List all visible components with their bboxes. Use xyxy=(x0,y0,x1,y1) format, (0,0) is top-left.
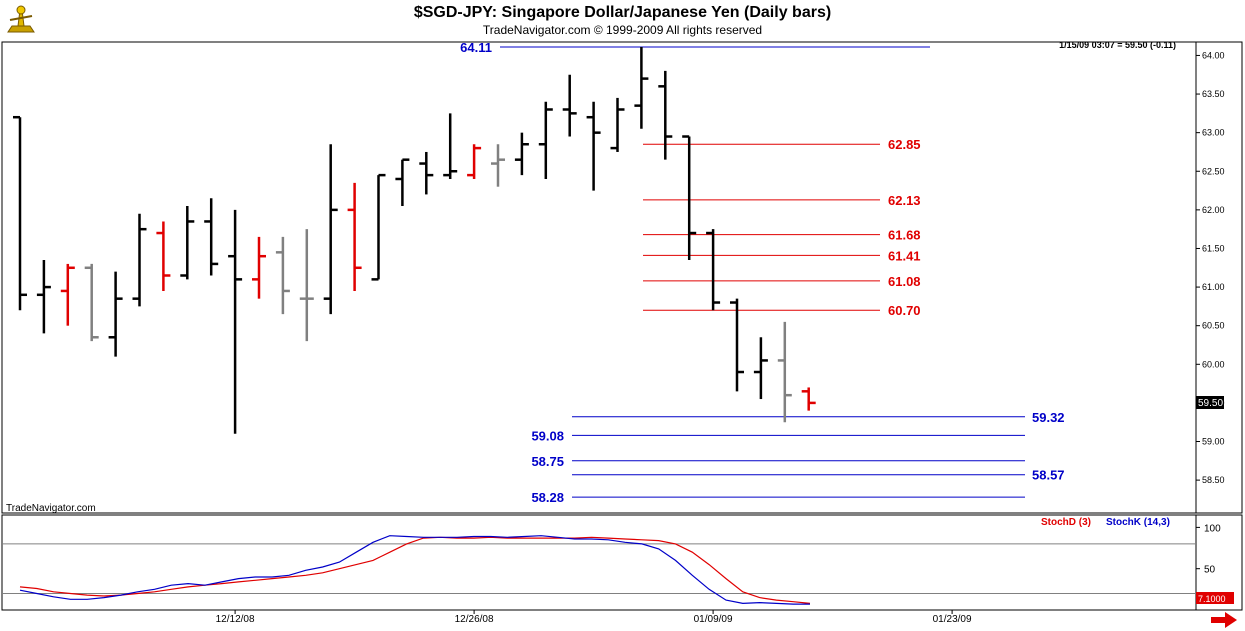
ohlc-bar xyxy=(514,132,529,176)
support-level-label: 58.28 xyxy=(531,490,564,505)
ohlc-bar xyxy=(467,144,482,179)
last-price-label: 59.50 xyxy=(1198,398,1223,409)
y-tick-label: 62.00 xyxy=(1202,205,1225,215)
support-level-label: 58.75 xyxy=(531,454,564,469)
y-tick-label: 61.00 xyxy=(1202,282,1225,292)
price-panel[interactable] xyxy=(1,41,1197,514)
y-tick-label: 64.00 xyxy=(1202,50,1225,60)
ohlc-bar xyxy=(538,101,553,179)
support-level-label: 59.32 xyxy=(1032,410,1065,425)
y-tick-label: 61.50 xyxy=(1202,243,1225,253)
ohlc-bar xyxy=(36,260,51,334)
y-tick-label: 60.50 xyxy=(1202,321,1225,331)
ohlc-bar xyxy=(371,173,386,281)
watermark-label: TradeNavigator.com xyxy=(6,503,96,514)
y-tick-label: 63.50 xyxy=(1202,89,1225,99)
ohlc-bar xyxy=(634,46,649,129)
last-price-box xyxy=(1196,396,1224,409)
ohlc-bar xyxy=(777,321,792,423)
ohlc-bar xyxy=(682,135,697,261)
stoch-series-line xyxy=(19,535,810,605)
stochastic-panel[interactable] xyxy=(1,514,1197,611)
x-tick-label: 12/12/08 xyxy=(216,614,255,625)
fib-level-label: 61.68 xyxy=(888,228,921,243)
support-level-label: 64.11 xyxy=(460,40,492,55)
quote-readout: 1/15/09 03:07 = 59.50 (-0.11) xyxy=(1059,40,1176,50)
fib-level-label: 60.70 xyxy=(888,303,921,318)
ohlc-bar xyxy=(706,229,721,311)
stoch-y-tick-label: 100 xyxy=(1204,523,1221,534)
ohlc-bar xyxy=(419,151,434,195)
ohlc-bar xyxy=(443,113,458,179)
ohlc-bar xyxy=(228,209,243,434)
support-level-label: 58.57 xyxy=(1032,468,1065,483)
ohlc-bar xyxy=(395,158,410,207)
y-tick-label: 62.50 xyxy=(1202,166,1225,176)
ohlc-bar xyxy=(562,74,577,137)
ohlc-bar xyxy=(180,206,195,280)
ohlc-bar xyxy=(491,144,505,187)
legend-stochd: StochD (3) xyxy=(1041,517,1091,528)
ohlc-bar xyxy=(299,229,314,342)
copyright-notice: TradeNavigator.com © 1999-2009 All right… xyxy=(482,23,763,37)
fib-level-label: 61.41 xyxy=(888,248,921,263)
ohlc-bar xyxy=(60,263,75,326)
ohlc-bar xyxy=(132,213,147,307)
fib-level-label: 61.08 xyxy=(888,274,921,289)
ohlc-bar xyxy=(252,236,266,299)
ohlc-bar xyxy=(610,97,625,152)
y-tick-label: 60.00 xyxy=(1202,359,1225,369)
ohlc-bar xyxy=(204,198,219,276)
trade-navigator-logo-icon xyxy=(7,5,35,33)
y-tick-label: 58.50 xyxy=(1202,475,1225,485)
y-tick-label: 63.00 xyxy=(1202,128,1225,138)
ohlc-bar xyxy=(801,387,816,411)
ohlc-bar xyxy=(730,298,744,392)
ohlc-bar xyxy=(84,263,99,342)
stoch-last-label: 7.1000 xyxy=(1198,594,1226,604)
stoch-series-line xyxy=(19,536,811,604)
ohlc-bar xyxy=(753,337,768,400)
legend-stochk: StochK (14,3) xyxy=(1106,517,1170,528)
y-tick-label: 59.00 xyxy=(1202,437,1225,447)
right-arrow-icon[interactable] xyxy=(1211,612,1237,628)
x-tick-label: 01/23/09 xyxy=(933,614,972,625)
ohlc-bar xyxy=(13,115,27,311)
stoch-last-box xyxy=(1196,592,1234,604)
price-axis xyxy=(1195,41,1243,514)
x-tick-label: 01/09/09 xyxy=(694,614,733,625)
ohlc-bar xyxy=(108,271,123,357)
fib-level-label: 62.13 xyxy=(888,193,921,208)
ohlc-bar xyxy=(275,236,290,315)
ohlc-bar xyxy=(347,182,362,291)
chart-title: $SGD-JPY: Singapore Dollar/Japanese Yen … xyxy=(413,4,832,21)
support-level-label: 59.08 xyxy=(531,428,564,443)
stoch-y-tick-label: 50 xyxy=(1204,565,1216,576)
fib-level-label: 62.85 xyxy=(888,137,921,152)
x-tick-label: 12/26/08 xyxy=(455,614,494,625)
ohlc-bar xyxy=(658,70,673,160)
ohlc-bar xyxy=(323,144,338,315)
ohlc-bar xyxy=(156,221,171,291)
ohlc-bar xyxy=(586,101,601,191)
